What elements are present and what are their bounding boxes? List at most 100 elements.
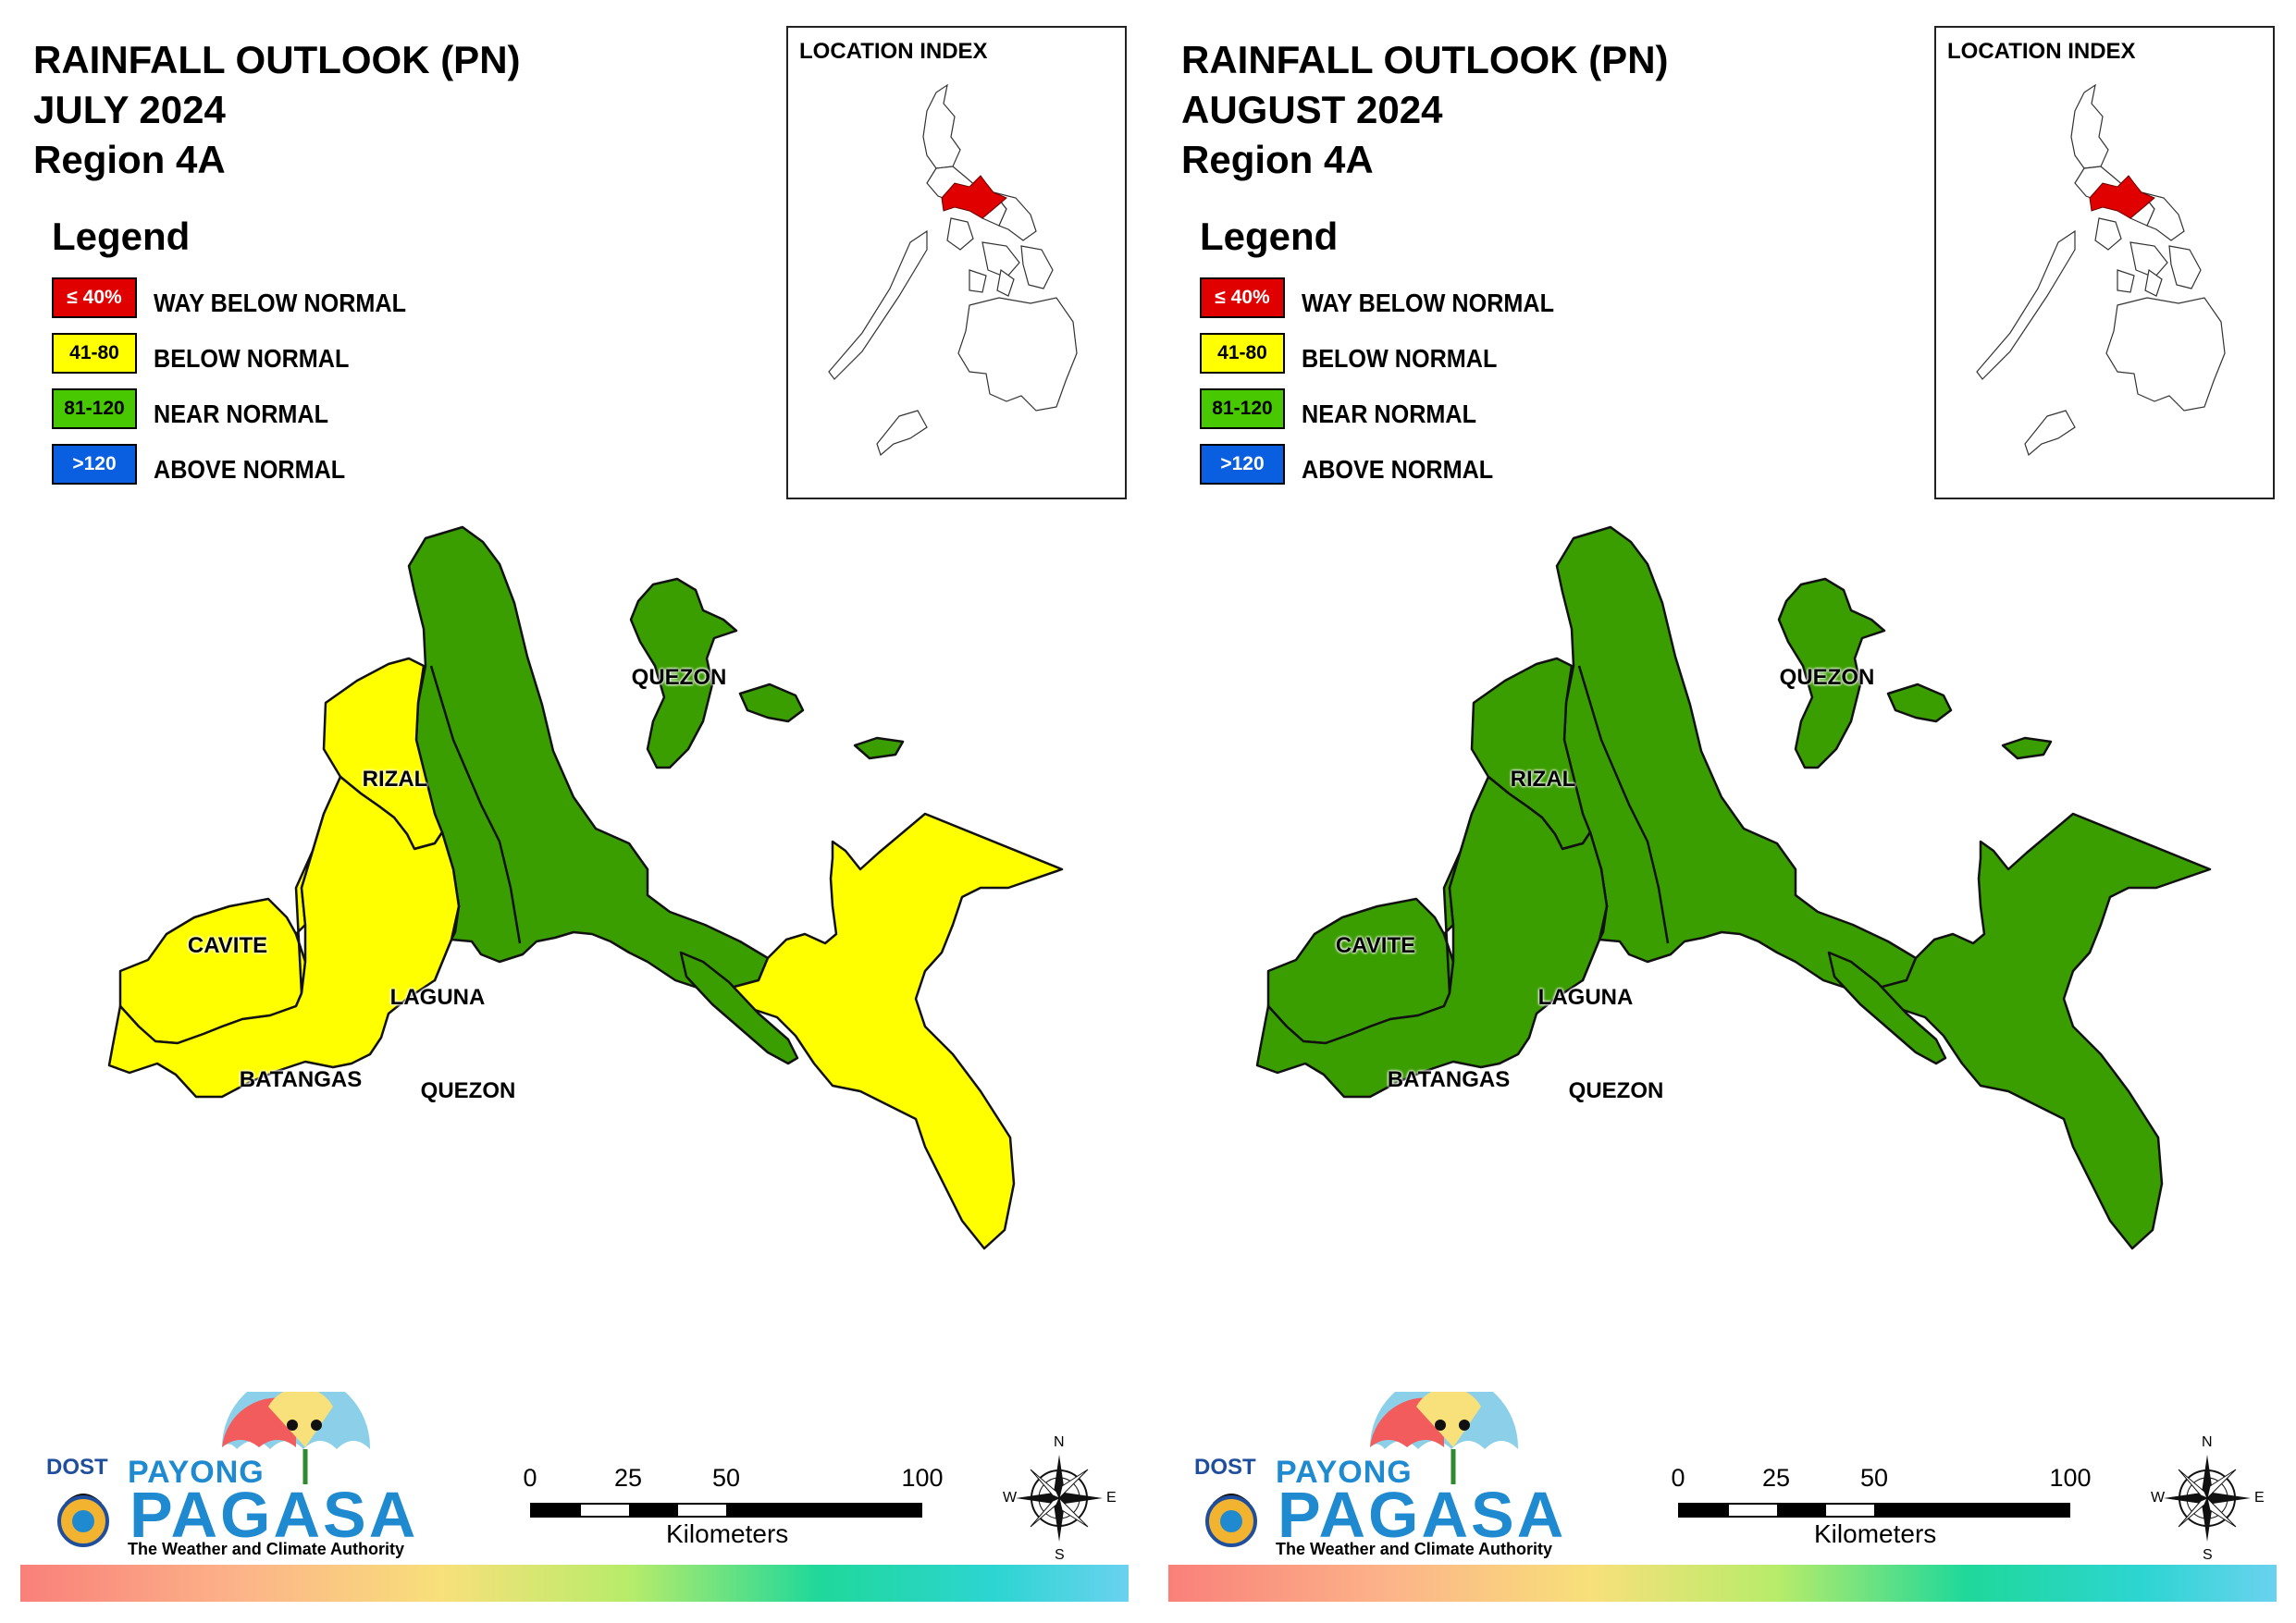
compass-s: S	[1055, 1547, 1065, 1563]
label-quezon-north: QUEZON	[1779, 665, 1875, 690]
provincial-boundary	[1577, 665, 1670, 944]
pagasa-tagline: The Weather and Climate Authority	[128, 1540, 405, 1558]
legend-label: NEAR NORMAL	[1302, 400, 1476, 428]
legend-swatch: 41-80	[52, 333, 137, 374]
legend-label: WAY BELOW NORMAL	[1302, 289, 1555, 317]
compass-icon	[1016, 1455, 1103, 1542]
region-polillo-island	[1777, 577, 1886, 769]
legend-item-above-normal: >120 ABOVE NORMAL	[1200, 444, 1493, 499]
compass-n: N	[2202, 1434, 2213, 1450]
region-north-quezon	[1555, 525, 1918, 991]
label-quezon-south: QUEZON	[420, 1078, 516, 1103]
legend-label: BELOW NORMAL	[154, 344, 350, 373]
scale-tick: 100	[901, 1464, 944, 1492]
scale-tick: 0	[1671, 1464, 1685, 1492]
region-4a-highlight	[2089, 175, 2155, 219]
payong-text: PAYONG	[1276, 1455, 1413, 1490]
legend-label: WAY BELOW NORMAL	[154, 289, 407, 317]
legend-item-way-below-normal: ≤ 40% WAY BELOW NORMAL	[1200, 277, 1554, 333]
legend-heading: Legend	[1200, 215, 1339, 258]
region-4a-map	[107, 525, 1064, 1250]
title-line-3: Region 4A	[1181, 138, 1374, 181]
legend: Legend ≤ 40% WAY BELOW NORMAL 41-80 BELO…	[1200, 215, 1554, 499]
legend-swatch: >120	[1200, 444, 1285, 485]
region-alabat-island	[679, 951, 799, 1065]
legend-item-near-normal: 81-120 NEAR NORMAL	[1200, 388, 1476, 444]
region-polillo-island	[629, 577, 738, 769]
region-alabat-island	[1827, 951, 1947, 1065]
label-quezon-south: QUEZON	[1568, 1078, 1664, 1103]
scale-tick: 50	[1859, 1464, 1889, 1492]
title-line-2: JULY 2024	[33, 88, 226, 131]
legend-swatch: >120	[52, 444, 137, 485]
scale-bar: 0 25 50 100 Kilometers	[523, 1457, 943, 1549]
region-small-island	[2001, 736, 2053, 760]
payong-text: PAYONG	[128, 1455, 265, 1490]
region-batangas	[107, 775, 461, 1099]
legend-item-above-normal: >120 ABOVE NORMAL	[52, 444, 345, 499]
scale-tick: 25	[1761, 1464, 1791, 1492]
umbrella-icon	[57, 1392, 370, 1547]
dost-text: DOST	[46, 1455, 108, 1480]
legend-item-near-normal: 81-120 NEAR NORMAL	[52, 388, 328, 444]
region-south-quezon-east	[701, 812, 1064, 1250]
scale-unit: Kilometers	[1814, 1519, 1937, 1548]
legend-swatch: 81-120	[52, 388, 137, 429]
philippines-index-map	[1976, 83, 2226, 457]
label-cavite: CAVITE	[1335, 933, 1416, 958]
scale-bar-graphic	[1678, 1503, 2070, 1518]
compass-w: W	[1003, 1490, 1018, 1506]
provincial-boundary	[429, 665, 522, 944]
outlook-panel-august: RAINFALL OUTLOOK (PN) AUGUST 2024 Region…	[1148, 0, 2296, 1623]
footer-gradient-bar	[1168, 1565, 2277, 1602]
region-jomalig-island	[1886, 682, 1953, 723]
compass-icon	[2164, 1455, 2251, 1542]
philippines-index-map	[828, 83, 1078, 457]
label-batangas: BATANGAS	[239, 1067, 363, 1092]
title-line-1: RAINFALL OUTLOOK (PN)	[1181, 38, 1669, 81]
region-jomalig-island	[738, 682, 805, 723]
label-rizal: RIZAL	[362, 767, 428, 792]
footer-gradient-bar	[20, 1565, 1129, 1602]
compass-rose: N S W E	[2151, 1434, 2265, 1563]
payong-pagasa-logo: DOST PAYONG PAGASA The Weather and Clima…	[1176, 1392, 1563, 1558]
compass-w: W	[2151, 1490, 2166, 1506]
region-small-island	[853, 736, 905, 760]
dost-text: DOST	[1194, 1455, 1256, 1480]
scale-tick: 0	[523, 1464, 537, 1492]
compass-e: E	[1106, 1490, 1117, 1506]
legend-label: ABOVE NORMAL	[1302, 455, 1494, 484]
legend-label: BELOW NORMAL	[1302, 344, 1498, 373]
label-cavite: CAVITE	[187, 933, 268, 958]
label-quezon-north: QUEZON	[631, 665, 727, 690]
scale-tick: 25	[613, 1464, 643, 1492]
pagasa-text: PAGASA	[130, 1479, 419, 1551]
legend-item-below-normal: 41-80 BELOW NORMAL	[52, 333, 349, 388]
compass-n: N	[1054, 1434, 1065, 1450]
scale-tick: 50	[711, 1464, 741, 1492]
scale-unit: Kilometers	[666, 1519, 789, 1548]
region-north-quezon	[407, 525, 770, 991]
title-line-2: AUGUST 2024	[1181, 88, 1443, 131]
legend-swatch: 81-120	[1200, 388, 1285, 429]
legend-swatch: ≤ 40%	[52, 277, 137, 318]
scale-bar-graphic	[530, 1503, 922, 1518]
legend-swatch: ≤ 40%	[1200, 277, 1285, 318]
legend: Legend ≤ 40% WAY BELOW NORMAL 41-80 BELO…	[52, 215, 406, 499]
region-4a-map	[1255, 525, 2212, 1250]
compass-e: E	[2254, 1490, 2265, 1506]
location-index-title: LOCATION INDEX	[1947, 39, 2136, 64]
map-title: RAINFALL OUTLOOK (PN) AUGUST 2024 Region…	[1181, 35, 1669, 185]
title-line-3: Region 4A	[33, 138, 226, 181]
label-rizal: RIZAL	[1510, 767, 1576, 792]
region-batangas	[1255, 775, 1609, 1099]
label-batangas: BATANGAS	[1387, 1067, 1511, 1092]
outlook-panel-july: RAINFALL OUTLOOK (PN) JULY 2024 Region 4…	[20, 26, 1129, 1602]
location-index: LOCATION INDEX	[1934, 26, 2275, 499]
umbrella-icon	[1205, 1392, 1518, 1547]
title-line-1: RAINFALL OUTLOOK (PN)	[33, 38, 521, 81]
payong-pagasa-logo: DOST PAYONG PAGASA The Weather and Clima…	[28, 1392, 415, 1558]
label-laguna: LAGUNA	[389, 985, 486, 1010]
legend-item-below-normal: 41-80 BELOW NORMAL	[1200, 333, 1497, 388]
label-laguna: LAGUNA	[1537, 985, 1634, 1010]
